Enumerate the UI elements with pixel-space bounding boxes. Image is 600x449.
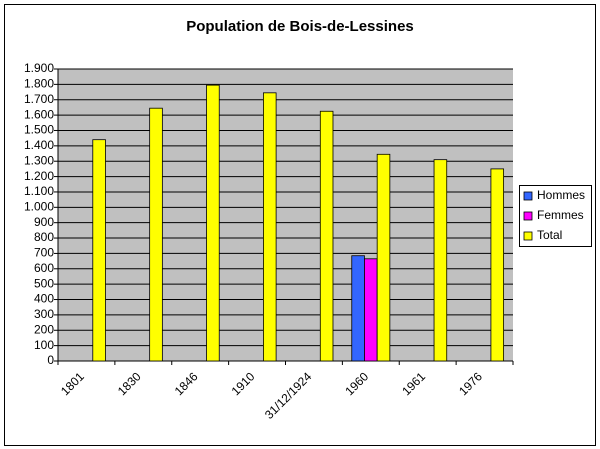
y-tick-label: 1.200	[24, 169, 54, 183]
legend-swatch	[523, 231, 533, 241]
y-tick-label: 800	[34, 230, 54, 244]
y-tick-label: 1.800	[24, 77, 54, 91]
y-tick-label: 100	[34, 338, 54, 352]
y-tick-label: 0	[47, 353, 54, 367]
y-tick-label: 700	[34, 246, 54, 260]
y-tick-label: 1.100	[24, 184, 54, 198]
y-tick-label: 1.300	[24, 153, 54, 167]
bar	[92, 139, 106, 362]
bar	[490, 168, 505, 362]
y-tick-label: 500	[34, 276, 54, 290]
bar	[149, 107, 163, 362]
chart-title: Population de Bois-de-Lessines	[186, 18, 414, 35]
bar	[319, 110, 334, 362]
y-tick-label: 1.000	[24, 199, 54, 213]
bar	[376, 153, 391, 362]
y-tick-label: 200	[34, 322, 54, 336]
y-tick-label: 1.900	[24, 61, 54, 75]
legend-label: Femmes	[537, 208, 584, 222]
y-tick-label: 1.700	[24, 92, 54, 106]
bar	[364, 258, 378, 362]
y-tick-label: 300	[34, 307, 54, 321]
bar	[433, 159, 448, 362]
y-tick-label: 1.500	[24, 123, 54, 137]
legend-swatch	[523, 211, 533, 221]
y-tick-label: 400	[34, 292, 54, 306]
legend-label: Total	[537, 228, 562, 242]
bar	[206, 84, 220, 362]
y-tick-label: 600	[34, 261, 54, 275]
y-tick-label: 1.400	[24, 138, 54, 152]
legend-swatch	[523, 191, 533, 201]
y-tick-label: 1.600	[24, 107, 54, 121]
y-tick-label: 900	[34, 215, 54, 229]
bar	[351, 255, 365, 362]
legend-label: Hommes	[537, 188, 585, 202]
bar	[263, 92, 277, 362]
